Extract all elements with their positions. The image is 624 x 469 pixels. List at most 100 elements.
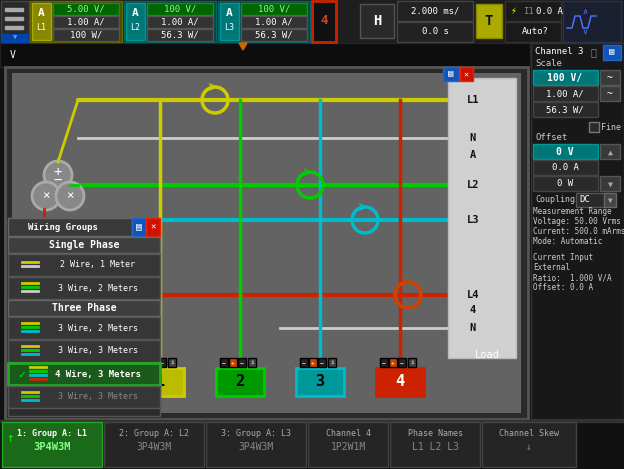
Bar (5, 17, 23, 20)
Text: 3P4W3M: 3P4W3M (238, 442, 274, 452)
Text: Channel Skew: Channel Skew (499, 430, 559, 439)
Text: A: A (37, 8, 44, 18)
Bar (147, 16, 213, 28)
Text: L1: L1 (36, 23, 46, 31)
Text: 4: 4 (396, 375, 404, 389)
Text: L4: L4 (467, 290, 479, 300)
Bar (132, 218, 146, 236)
Text: T: T (485, 14, 493, 28)
Bar (309, 358, 317, 367)
Bar (8, 317, 160, 339)
Bar (220, 358, 228, 367)
Circle shape (56, 182, 84, 210)
Text: A: A (470, 150, 476, 160)
Text: External: External (533, 264, 570, 272)
Bar (533, 144, 598, 159)
Text: ✕: ✕ (464, 69, 469, 78)
Text: 2 Wire, 1 Meter: 2 Wire, 1 Meter (61, 259, 135, 268)
Text: Channel 4: Channel 4 (326, 430, 371, 439)
Bar (8, 237, 160, 253)
Text: 3P4W3M: 3P4W3M (33, 442, 71, 452)
Text: 100 V/: 100 V/ (164, 5, 196, 14)
Bar (8, 363, 160, 385)
Text: L3: L3 (467, 215, 479, 225)
Text: +: + (391, 361, 395, 365)
Bar (0, 0, 624, 43)
Text: 3: Group A: L3: 3: Group A: L3 (221, 430, 291, 439)
Bar (300, 358, 308, 367)
Text: V: V (10, 50, 16, 60)
Bar (53, 3, 119, 15)
Bar (533, 86, 598, 101)
Bar (8, 386, 160, 408)
Text: Offset: 0.0 A: Offset: 0.0 A (533, 283, 593, 293)
Text: Offset: Offset (535, 134, 567, 143)
Bar (140, 358, 148, 367)
Text: ▼: ▼ (608, 180, 613, 189)
Bar (53, 29, 119, 41)
Text: 0 V: 0 V (556, 147, 574, 157)
Bar (604, 193, 616, 207)
Bar (0, 420, 624, 469)
Bar (147, 3, 213, 15)
Bar (318, 358, 326, 367)
Circle shape (44, 161, 72, 189)
Text: Scale: Scale (535, 60, 562, 68)
Text: N: N (470, 323, 476, 333)
Bar (505, 22, 561, 42)
Bar (600, 70, 620, 85)
Text: Measurement Range: Measurement Range (533, 207, 612, 217)
Text: 1P2W1M: 1P2W1M (330, 442, 366, 452)
Text: 100 W/: 100 W/ (70, 30, 102, 39)
Bar (380, 358, 388, 367)
Bar (248, 358, 256, 367)
Bar (600, 176, 620, 191)
Bar (443, 67, 459, 81)
Text: L1: L1 (467, 95, 479, 105)
Text: i: i (410, 361, 414, 365)
Text: −: − (302, 361, 306, 365)
Text: ⠿: ⠿ (590, 47, 596, 57)
Text: L1 L2 L3: L1 L2 L3 (411, 442, 459, 452)
Text: 4: 4 (320, 15, 328, 28)
Bar (476, 4, 502, 38)
Bar (531, 43, 624, 419)
Bar (398, 358, 406, 367)
Bar (296, 368, 344, 396)
Polygon shape (239, 43, 247, 50)
Bar (124, 1, 216, 42)
Text: 1.00 A/: 1.00 A/ (161, 17, 199, 27)
Bar (448, 78, 516, 358)
Text: Coupling: Coupling (535, 195, 575, 204)
Text: ✕: ✕ (150, 222, 155, 232)
Bar (8, 300, 160, 316)
Text: 0.0 A: 0.0 A (535, 7, 562, 15)
Bar (238, 358, 246, 367)
Text: Load: Load (474, 350, 499, 360)
Text: ×: × (42, 189, 50, 203)
Bar (460, 67, 473, 81)
Text: −: − (222, 361, 226, 365)
Text: +: + (54, 165, 62, 179)
Text: −: − (142, 361, 146, 365)
Text: 3P4W3M: 3P4W3M (137, 442, 172, 452)
Text: Auto?: Auto? (522, 28, 548, 37)
Text: −: − (240, 361, 244, 365)
Bar (8, 218, 160, 416)
Bar (5, 26, 23, 29)
Bar (2, 422, 102, 467)
Bar (126, 3, 145, 40)
Bar (589, 122, 599, 132)
Text: L2: L2 (467, 180, 479, 190)
Bar (0, 420, 624, 422)
Bar (53, 16, 119, 28)
Bar (12, 73, 521, 413)
Text: H: H (373, 14, 381, 28)
Text: 4: 4 (470, 305, 476, 315)
Text: 56.3 W/: 56.3 W/ (255, 30, 293, 39)
Bar (168, 358, 176, 367)
Text: 1.00 A/: 1.00 A/ (67, 17, 105, 27)
Text: ▼: ▼ (13, 35, 17, 41)
Bar (505, 1, 561, 21)
Bar (149, 358, 157, 367)
